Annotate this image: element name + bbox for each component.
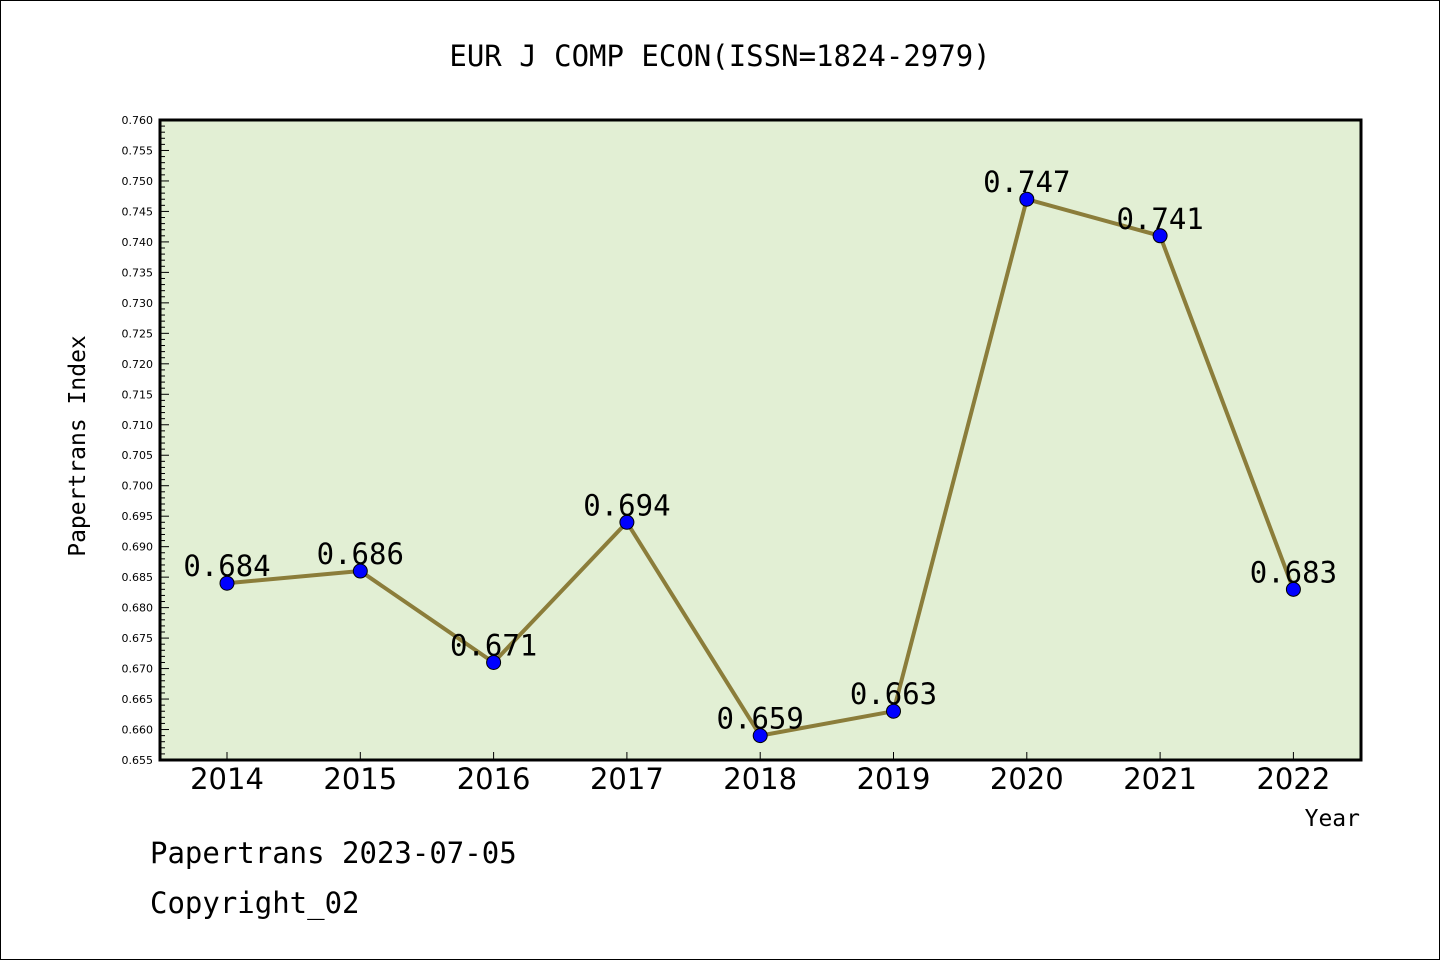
footer-copyright-text: Copyright_02 xyxy=(150,886,360,920)
y-tick-label: 0.690 xyxy=(122,541,154,554)
x-tick-label: 2020 xyxy=(990,762,1064,796)
data-point xyxy=(352,563,368,579)
x-axis-label: Year xyxy=(1305,806,1360,832)
x-tick-label: 2014 xyxy=(190,762,264,796)
data-point xyxy=(1019,191,1035,207)
data-point xyxy=(1152,228,1168,244)
data-label: 0.671 xyxy=(450,628,537,662)
x-tick-label: 2019 xyxy=(857,762,931,796)
data-label: 0.694 xyxy=(583,488,670,522)
data-label-layer: 0.684 0.686 0.671 0.694 0.659 0.663 0.747 0.741… xyxy=(183,165,1337,735)
y-tick-label: 0.670 xyxy=(122,663,154,676)
data-point xyxy=(619,514,635,530)
y-tick-label: 0.710 xyxy=(122,419,154,432)
x-axis: 2014 2015 2016 2017 2018 2019 2020 2021 2022 xyxy=(190,752,1330,796)
data-point xyxy=(886,703,901,719)
plot-area xyxy=(160,120,1361,760)
data-label: 0.684 xyxy=(183,549,270,583)
y-tick-label: 0.700 xyxy=(122,480,154,493)
y-tick-label: 0.760 xyxy=(122,114,154,127)
x-tick-label: 2021 xyxy=(1123,762,1197,796)
chart-title: EUR J COMP ECON(ISSN=1824-2979) xyxy=(449,39,990,73)
y-tick-label: 0.735 xyxy=(122,266,154,279)
series-layer xyxy=(219,191,1301,744)
y-tick-label: 0.730 xyxy=(122,297,154,310)
x-tick-label: 2015 xyxy=(323,762,397,796)
y-axis-label: Papertrans Index xyxy=(65,335,91,557)
y-tick-label: 0.660 xyxy=(122,724,154,737)
y-tick-label: 0.705 xyxy=(122,449,154,462)
y-tick-label: 0.675 xyxy=(122,632,154,645)
y-tick-label: 0.665 xyxy=(122,693,154,706)
x-tick-label: 2017 xyxy=(590,762,664,796)
y-tick-label: 0.755 xyxy=(122,144,154,157)
data-label: 0.659 xyxy=(717,702,804,736)
data-point xyxy=(1285,581,1301,597)
data-label: 0.663 xyxy=(850,677,937,711)
y-tick-label: 0.655 xyxy=(122,754,154,767)
y-tick-label: 0.685 xyxy=(122,571,154,584)
y-tick-label: 0.680 xyxy=(122,602,154,615)
data-point xyxy=(752,728,768,744)
data-point xyxy=(486,654,502,670)
y-tick-label: 0.750 xyxy=(122,175,154,188)
y-tick-label: 0.695 xyxy=(122,510,154,523)
data-label: 0.683 xyxy=(1250,555,1337,589)
data-label: 0.686 xyxy=(317,537,404,571)
data-point xyxy=(219,575,235,591)
x-tick-label: 2018 xyxy=(723,762,797,796)
footer-date-text: Papertrans 2023-07-05 xyxy=(150,836,517,870)
plot-border xyxy=(158,118,1363,762)
y-tick-label: 0.725 xyxy=(122,327,154,340)
y-tick-label: 0.740 xyxy=(122,236,154,249)
data-label: 0.747 xyxy=(983,165,1070,199)
data-label: 0.741 xyxy=(1116,202,1203,236)
x-tick-label: 2022 xyxy=(1256,762,1330,796)
y-tick-label: 0.715 xyxy=(122,388,154,401)
y-tick-label: 0.720 xyxy=(122,358,154,371)
x-tick-label: 2016 xyxy=(457,762,531,796)
y-tick-label: 0.745 xyxy=(122,205,154,218)
